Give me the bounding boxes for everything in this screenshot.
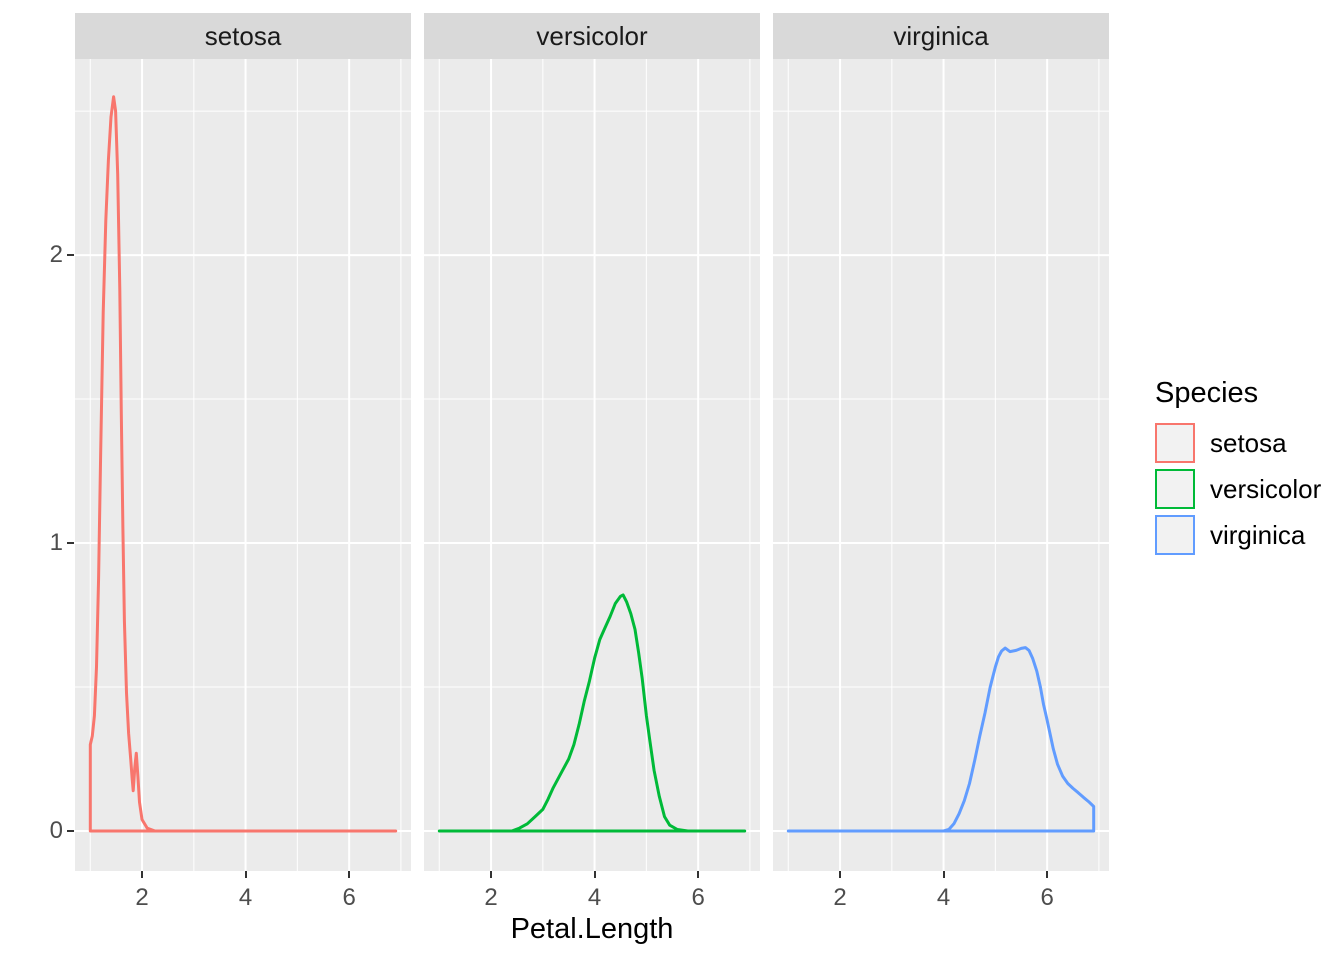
facet-strip-virginica: virginica (773, 13, 1109, 59)
x-axis-tick (141, 871, 144, 878)
facet-panel-virginica (773, 59, 1109, 871)
y-axis-tick-label: 0 (49, 816, 63, 844)
x-axis-tick (490, 871, 493, 878)
y-axis-tick (67, 254, 74, 257)
x-axis-tick-label: 4 (936, 884, 951, 911)
legend-entry-versicolor: versicolor (1155, 469, 1321, 509)
panel-canvas-versicolor (424, 59, 760, 871)
legend-entry-label: versicolor (1210, 473, 1322, 504)
x-axis-tick-label: 2 (135, 884, 149, 911)
legend-entry-virginica: virginica (1155, 515, 1321, 555)
density-curve-setosa (88, 95, 398, 833)
density-curve-versicolor (437, 593, 747, 833)
facet-strip-label: versicolor (536, 20, 648, 51)
facet-strip-label: virginica (893, 20, 989, 51)
legend-key-swatch (1155, 469, 1195, 509)
panel-canvas-virginica (773, 59, 1109, 871)
facet-strip-versicolor: versicolor (424, 13, 760, 59)
x-axis-title: Petal.Length (510, 913, 674, 945)
x-axis-tick (942, 871, 945, 878)
facet-panel-setosa (75, 59, 411, 871)
x-axis-tick (839, 871, 842, 878)
legend: Species setosa versicolor virginica (1155, 376, 1321, 561)
legend-entry-label: virginica (1210, 519, 1306, 550)
facet-panel-versicolor (424, 59, 760, 871)
legend-entry-label: setosa (1210, 427, 1287, 458)
x-axis-tick-label: 6 (691, 884, 705, 911)
panel-canvas-setosa (75, 59, 411, 871)
x-axis-tick-label: 4 (238, 884, 253, 911)
facet-strip-label: setosa (204, 20, 282, 51)
legend-title: Species (1155, 377, 1259, 409)
x-axis-tick (244, 871, 247, 878)
x-axis-tick-label: 6 (342, 884, 356, 911)
x-axis-tick-label: 2 (484, 884, 498, 911)
y-axis-tick-label: 1 (49, 529, 63, 557)
y-axis-tick (67, 829, 74, 832)
legend-entry-setosa: setosa (1155, 423, 1321, 463)
x-axis-tick (1046, 871, 1049, 878)
x-axis-tick (697, 871, 700, 878)
legend-key-swatch (1155, 515, 1195, 555)
x-axis-tick-label: 4 (587, 884, 602, 911)
density-curve-virginica (786, 646, 1096, 833)
x-axis-tick-label: 6 (1040, 884, 1054, 911)
x-axis-tick (348, 871, 351, 878)
y-axis-tick-label: 2 (49, 241, 63, 269)
y-axis-tick (67, 542, 74, 545)
facet-strip-setosa: setosa (75, 13, 411, 59)
legend-key-swatch (1155, 423, 1195, 463)
x-axis-tick-label: 2 (833, 884, 847, 911)
x-axis-tick (593, 871, 596, 878)
legend-entries: setosa versicolor virginica (1155, 423, 1321, 555)
